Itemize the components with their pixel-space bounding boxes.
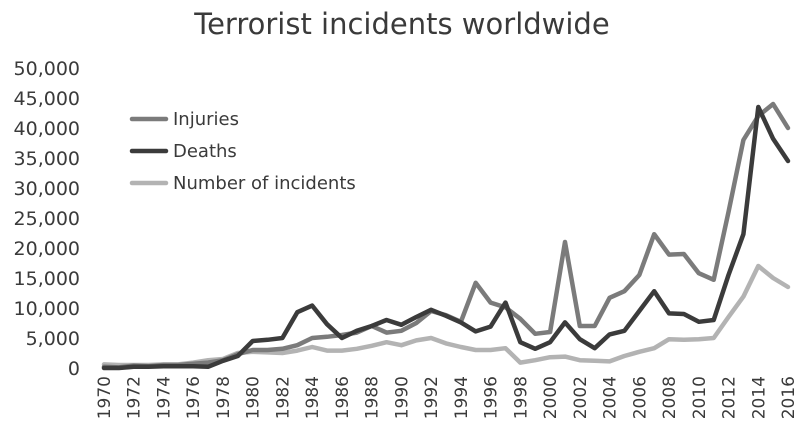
y-tick-label: 0: [68, 358, 80, 380]
y-tick-label: 25,000: [14, 208, 80, 230]
x-tick-label: 1998: [511, 376, 531, 419]
x-tick-label: 2012: [720, 376, 740, 419]
x-tick-label: 1972: [125, 376, 145, 419]
legend-label: Deaths: [173, 141, 237, 162]
x-tick-label: 2006: [630, 376, 650, 419]
x-tick-label: 1984: [303, 376, 323, 419]
y-tick-label: 50,000: [14, 58, 80, 80]
x-tick-label: 1974: [154, 376, 174, 419]
x-tick-label: 2004: [601, 376, 621, 419]
x-tick-label: 1980: [244, 376, 264, 419]
series-line-deaths: [101, 104, 791, 371]
chart-title: Terrorist incidents worldwide: [193, 7, 609, 41]
y-tick-label: 40,000: [14, 118, 80, 140]
x-tick-label: 2000: [541, 376, 561, 419]
x-tick-label: 1986: [333, 376, 353, 419]
x-tick-label: 1988: [363, 376, 383, 419]
x-tick-label: 1992: [422, 376, 442, 419]
x-tick-label: 1990: [392, 376, 412, 419]
x-tick-label: 2010: [690, 376, 710, 419]
legend: Injuries Deaths Number of incidents: [129, 109, 356, 194]
legend-label: Number of incidents: [173, 173, 356, 194]
x-tick-label: 1996: [482, 376, 502, 419]
y-tick-label: 15,000: [14, 268, 80, 290]
x-tick-label: 2016: [779, 376, 799, 419]
plot-area: [101, 101, 791, 371]
y-tick-label: 20,000: [14, 238, 80, 260]
x-tick-label: 1976: [184, 376, 204, 419]
x-tick-label: 2008: [660, 376, 680, 419]
x-tick-label: 1978: [214, 376, 234, 419]
y-tick-label: 35,000: [14, 148, 80, 170]
x-tick-label: 2002: [571, 376, 591, 419]
x-tick-label: 1994: [452, 376, 472, 419]
y-tick-label: 5,000: [26, 328, 80, 350]
x-axis-ticks: 1970 1972 1974 1976 1978 1980 1982 1984 1986 1988…: [95, 376, 799, 419]
x-tick-label: 2014: [749, 376, 769, 419]
y-tick-label: 30,000: [14, 178, 80, 200]
x-tick-label: 1970: [95, 376, 115, 419]
legend-label: Injuries: [173, 109, 239, 130]
x-tick-label: 1982: [273, 376, 293, 419]
y-axis-ticks: 0 5,000 10,000 15,000 20,000 25,000 30,000 35,0…: [14, 58, 80, 380]
y-tick-label: 10,000: [14, 298, 80, 320]
y-tick-label: 45,000: [14, 88, 80, 110]
